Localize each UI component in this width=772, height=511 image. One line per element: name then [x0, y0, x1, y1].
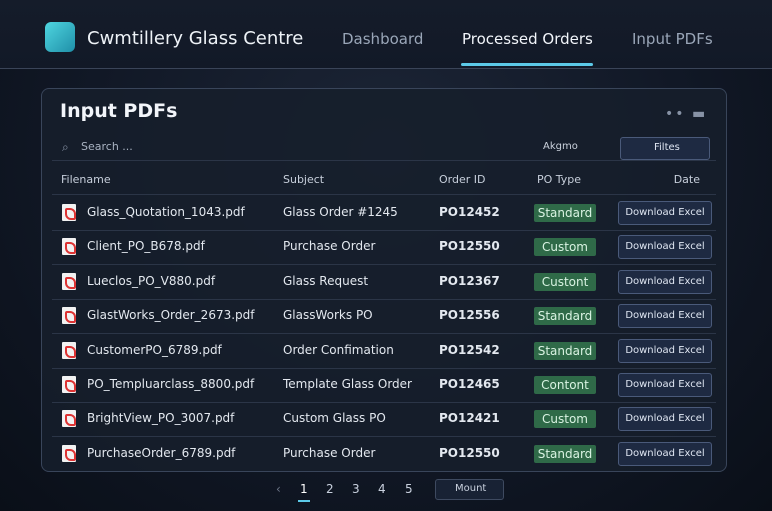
- subject: GlassWorks PO: [283, 308, 373, 323]
- page-link[interactable]: 2: [326, 482, 334, 496]
- search-input[interactable]: Search ...: [81, 140, 133, 153]
- nav-link-active[interactable]: Processed Orders: [462, 30, 593, 48]
- panel-title: Input PDFs: [60, 100, 178, 122]
- row-divider: [52, 194, 716, 195]
- filename: Glass_Quotation_1043.pdf: [87, 205, 245, 219]
- search-icon: ⌕: [62, 140, 69, 154]
- pdf-icon: [62, 272, 76, 290]
- po-type-badge: Contont: [534, 376, 596, 394]
- brand: Cwmtillery Glass Centre: [87, 28, 304, 49]
- row-divider: [52, 436, 716, 438]
- prev-page[interactable]: ‹: [276, 482, 281, 496]
- pdf-icon: [62, 376, 76, 393]
- po-type-badge: Custont: [534, 272, 596, 291]
- order-id: PO12367: [439, 273, 500, 288]
- filename: BrightView_PO_3007.pdf: [87, 411, 235, 426]
- pdf-icon: [62, 204, 76, 221]
- column-header: Subject: [283, 173, 325, 186]
- order-id: PO12421: [439, 411, 500, 426]
- nav-link[interactable]: Input PDFs: [632, 30, 713, 48]
- row-divider: [52, 367, 716, 369]
- menu-dots[interactable]: •• ▬: [665, 106, 708, 122]
- order-id: PO12452: [439, 205, 500, 219]
- pdf-icon: [62, 410, 76, 428]
- active-underline: [461, 63, 593, 66]
- pdf-icon: [62, 444, 76, 462]
- page-link[interactable]: 1: [298, 482, 310, 502]
- po-type-badge: Custom: [534, 410, 596, 429]
- subject: Glass Order #1245: [283, 205, 398, 219]
- row-divider: [52, 298, 716, 300]
- download-button[interactable]: Download Excel: [618, 269, 712, 294]
- nav-link[interactable]: Dashboard: [342, 30, 424, 48]
- subject: Purchase Order: [283, 239, 376, 254]
- download-button[interactable]: Download Excel: [618, 338, 712, 363]
- order-id: PO12556: [439, 308, 500, 323]
- order-id: PO12550: [439, 239, 500, 254]
- panel: [41, 88, 727, 472]
- order-id: PO12542: [439, 342, 500, 357]
- filename: PO_Templuarclass_8800.pdf: [87, 377, 255, 391]
- download-button[interactable]: Download Excel: [618, 304, 712, 329]
- download-button[interactable]: Download Excel: [618, 235, 712, 260]
- filter-button[interactable]: [620, 137, 710, 160]
- order-id: PO12550: [439, 445, 500, 460]
- page-link[interactable]: 5: [405, 482, 413, 496]
- header: [0, 0, 772, 69]
- divider: [52, 160, 716, 161]
- column-header: Order ID: [439, 173, 486, 186]
- sort-label[interactable]: Akgmo: [543, 141, 578, 152]
- row-divider: [52, 402, 716, 403]
- subject: Glass Request: [283, 273, 369, 288]
- po-type-badge: Standard: [534, 341, 596, 360]
- subject: Template Glass Order: [283, 377, 412, 391]
- filename: PurchaseOrder_6789.pdf: [87, 445, 236, 460]
- po-type-badge: Standard: [534, 307, 596, 326]
- subject: Purchase Order: [283, 445, 376, 460]
- column-header: Filename: [61, 173, 111, 186]
- page-select-label: Mount: [455, 483, 487, 494]
- download-button[interactable]: Download Excel: [618, 441, 712, 466]
- logo: [45, 22, 75, 52]
- filename: GlastWorks_Order_2673.pdf: [87, 308, 255, 323]
- page-link[interactable]: 4: [378, 482, 386, 496]
- filename: CustomerPO_6789.pdf: [87, 342, 222, 357]
- row-divider: [52, 264, 716, 266]
- po-type-badge: Standard: [534, 204, 596, 222]
- pdf-icon: [62, 341, 76, 359]
- row-divider: [52, 333, 716, 335]
- download-button[interactable]: Download Excel: [618, 407, 712, 432]
- filename: Client_PO_B678.pdf: [87, 239, 205, 254]
- download-button[interactable]: Download Excel: [618, 373, 712, 397]
- pdf-icon: [62, 238, 76, 256]
- subject: Custom Glass PO: [283, 411, 386, 426]
- order-id: PO12465: [439, 377, 500, 391]
- row-divider: [52, 230, 716, 231]
- column-header: PO Type: [537, 173, 582, 186]
- page-link[interactable]: 3: [352, 482, 360, 496]
- pdf-icon: [62, 307, 76, 325]
- download-button[interactable]: Download Excel: [618, 201, 712, 225]
- filename: Lueclos_PO_V880.pdf: [87, 273, 216, 288]
- po-type-badge: Custom: [534, 238, 596, 257]
- page-select[interactable]: [435, 479, 504, 500]
- filter-label: Filtes: [654, 142, 680, 153]
- po-type-badge: Standard: [534, 444, 596, 463]
- column-header: Date: [673, 173, 700, 186]
- subject: Order Confimation: [283, 342, 394, 357]
